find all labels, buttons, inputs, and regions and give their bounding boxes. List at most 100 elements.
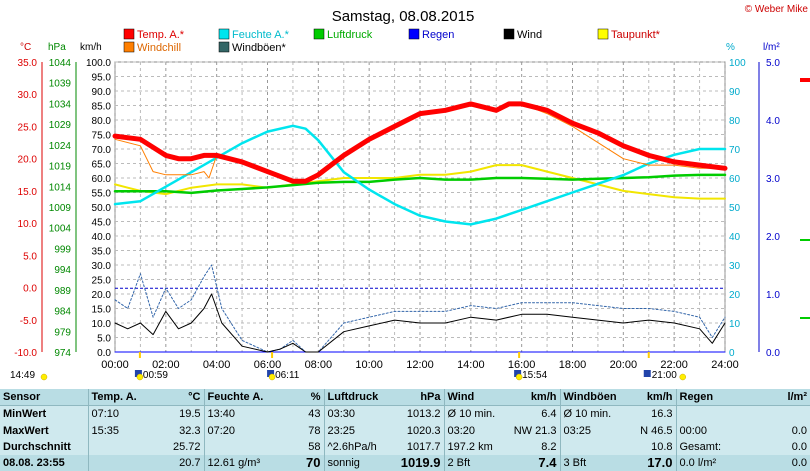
pressure-tick-label: 1024 [49,141,72,152]
humidity-unit-label: % [726,42,735,53]
x-tick-label: 14:00 [457,359,485,371]
table-cell: 0.0 [791,424,807,437]
humidity-tick-label: 0 [729,348,735,359]
wind-tick-label: 20.0 [92,290,112,301]
wind-tick-label: 50.0 [92,203,112,214]
table-cell: Sensor [0,389,88,407]
wind-unit-label: km/h [80,42,102,53]
table-cell: hPa [390,389,444,407]
series-line-tempa [112,101,728,184]
x-tick-label: 22:00 [660,359,688,371]
table-cell: 7.4 [506,454,560,471]
series-line-taupunkt [114,164,726,200]
legend-swatch [123,41,135,53]
legend-label: Luftdruck [327,29,373,41]
table-cell: 19.5 [179,408,201,421]
wind-tick-label: 75.0 [92,131,112,142]
legend-label: Wind [517,29,542,41]
wind-tick-label: 25.0 [92,276,112,287]
table-row: MinWert 07:10 19.5 13:40 43 03:30 1013.2 Ø 10 m… [0,405,810,423]
wind-tick-label: 5.0 [97,334,111,345]
table-cell: 0.0 [750,454,810,471]
table-cell [203,438,272,455]
table-cell: 10.8 [651,440,673,453]
x-tick-label: 04:00 [203,359,231,371]
table-cell: 03:25 [559,422,622,439]
rain-tick-label: 5.0 [766,58,780,69]
wind-tick-label: 30.0 [92,261,112,272]
temp-tick-label: 10.0 [18,219,38,230]
rain-tick-label: 1.0 [766,290,780,301]
table-cell: 23:25 [323,422,390,439]
sun-time-label: 06:11 [275,370,300,381]
right-edge-strip [800,28,810,358]
wind-tick-label: 80.0 [92,116,112,127]
sun-icon [643,370,651,377]
table-cell: 58 [308,440,321,453]
pressure-tick-label: 974 [54,348,71,359]
table-cell [87,438,146,455]
sun-dot [136,373,144,381]
table-cell: Wind [443,389,506,407]
sun-time-label: 21:00 [652,370,677,381]
table-cell: 1013.2 [406,408,441,421]
table-cell: 3 Bft [559,454,622,471]
temp-unit-label: °C [20,42,31,53]
legend-swatch [503,28,515,40]
series-line-luftdruck [113,173,727,195]
chart-title: Samstag, 08.08.2015 [332,8,475,25]
legend-label: Feuchte A.* [232,29,290,41]
table-cell: 43 [308,408,321,421]
temp-tick-label: 15.0 [18,187,38,198]
sun-time-label: 15:54 [522,370,547,381]
table-cell: 70 [272,454,324,471]
temp-tick-label: 35.0 [18,58,38,69]
wind-tick-label: 55.0 [92,189,112,200]
table-cell: NW 21.3 [513,424,557,437]
humidity-tick-label: 90 [729,87,741,98]
sun-marks: 14:49 00:59 06:11 15:54 21:00 [10,352,686,381]
wind-tick-label: 70.0 [92,145,112,156]
table-cell: Temp. A. [87,389,146,407]
pressure-tick-label: 1009 [49,203,72,214]
x-tick-label: 20:00 [610,359,638,371]
pressure-tick-label: 1019 [49,162,72,173]
wind-tick-label: 15.0 [92,305,112,316]
table-cell: 16.3 [651,408,673,421]
legend: Temp. A.* Feuchte A.* Luftdruck Regen Wind Ta… [123,28,661,54]
sun-dot [40,373,48,381]
table-cell: 8.2 [541,440,557,453]
table-cell: 6.4 [541,408,557,421]
table-cell: 25.72 [172,440,201,453]
sun-time-label: 00:59 [143,370,168,381]
rain-tick-label: 0.0 [766,348,780,359]
temp-tick-label: -10.0 [14,348,37,359]
series-line-wind [114,293,726,353]
wind-tick-label: 35.0 [92,247,112,258]
legend-label: Windböen* [232,42,287,54]
table-cell: 15:35 [87,422,146,439]
wind-tick-label: 60.0 [92,174,112,185]
humidity-tick-label: 50 [729,203,741,214]
pressure-tick-label: 1014 [49,182,72,193]
table-cell: Regen [675,389,750,407]
table-cell: 1017.7 [406,440,441,453]
wind-tick-label: 85.0 [92,102,112,113]
table-cell: % [272,389,324,407]
wind-tick-label: 90.0 [92,87,112,98]
table-cell: 2 Bft [443,454,506,471]
x-tick-label: 10:00 [355,359,383,371]
table-cell: 197.2 km [443,438,506,455]
table-cell: km/h [506,389,560,407]
series-layer [112,101,728,353]
temp-tick-label: 0.0 [23,284,37,295]
table-cell [87,454,146,471]
table-cell: 03:20 [443,422,506,439]
temp-tick-label: 30.0 [18,90,38,101]
temp-tick-label: 20.0 [18,155,38,166]
wind-tick-label: 10.0 [92,319,112,330]
table-cell: 0.0 [791,440,807,453]
humidity-tick-label: 20 [729,290,741,301]
legend-label: Taupunkt* [611,29,661,41]
table-cell: Durchschnitt [3,440,71,453]
